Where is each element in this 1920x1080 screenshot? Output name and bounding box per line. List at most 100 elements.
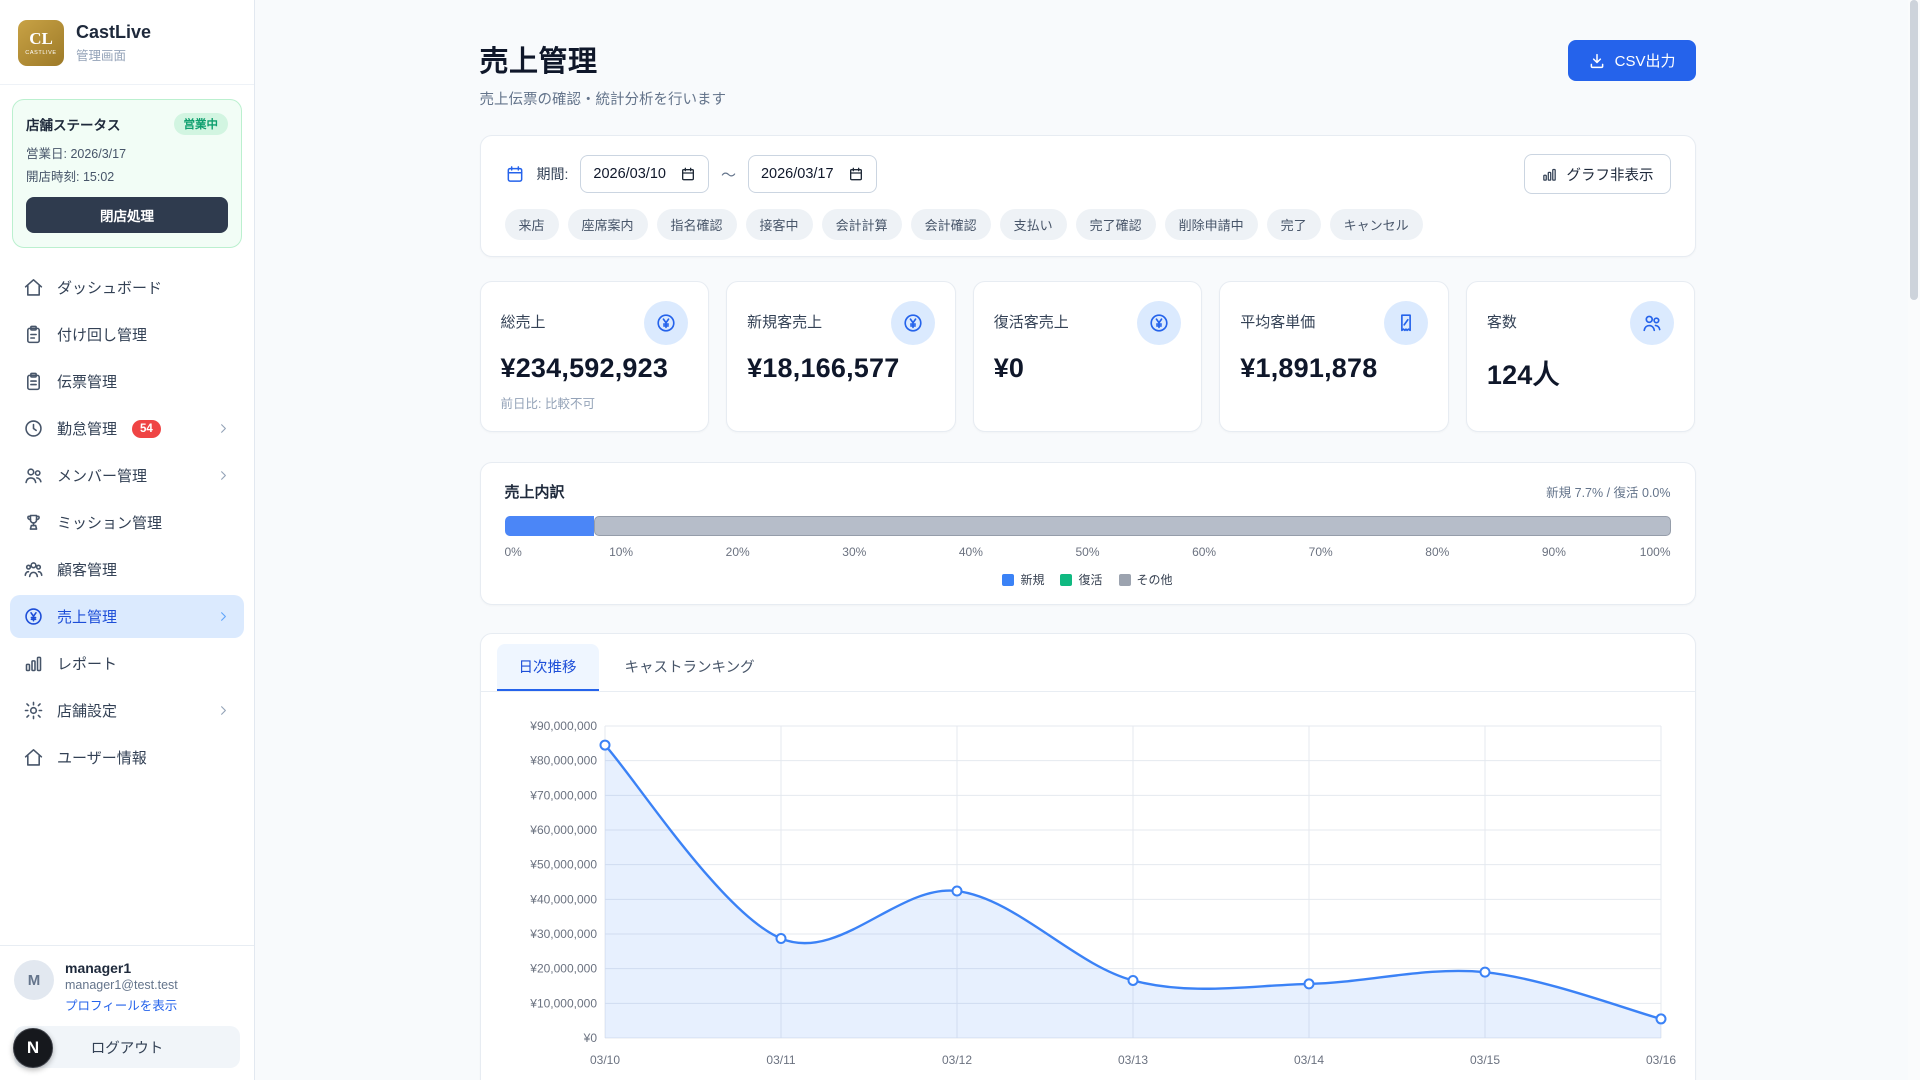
date-picker-icon[interactable] [848,166,864,182]
stat-icon-circle [1630,301,1675,345]
stat-value: ¥0 [993,353,1025,383]
bar-chart-icon [1542,168,1556,181]
breakdown-tick-label: 60% [1192,545,1217,559]
page-title: 売上管理 [479,46,598,78]
svg-text:¥80,000,000: ¥80,000,000 [529,754,597,768]
status-chip[interactable]: 完了 [1266,209,1321,240]
stat-card: 新規客売上 ¥18,166,577 [726,281,956,432]
legend-label: 復活 [1078,573,1103,587]
data-point[interactable] [951,885,962,897]
chevron-right-icon [221,612,226,621]
ticket-icon [1400,314,1411,332]
status-chip[interactable]: 指名確認 [656,209,737,240]
user-email: manager1@test.test [65,978,178,992]
csv-export-button[interactable]: CSV出力 [1567,40,1696,81]
status-chip[interactable]: 支払い [999,209,1067,240]
data-point[interactable] [599,739,610,751]
status-chip[interactable]: 削除申請中 [1164,209,1258,240]
page-scrollbar[interactable] [1908,0,1920,1080]
legend-label: その他 [1136,573,1173,587]
app-subtitle: 管理画面 [76,49,127,63]
download-icon [1590,53,1604,68]
tab-inactive[interactable]: キャストランキング [624,660,755,676]
svg-text:03/16: 03/16 [1645,1053,1675,1067]
logout-button[interactable]: ログアウト [14,1026,240,1068]
store-status-title: 店舗ステータス [26,118,121,133]
status-chip[interactable]: 完了確認 [1075,209,1156,240]
breakdown-tick-label: 40% [958,545,983,559]
status-chip-list: 来店 座席案内 指名確認 接客中 会計計算 会計確認 支払い 完了確認 削除申請中 完了 キャンセル [504,209,1671,240]
sidebar-item-yen[interactable]: 売上管理 [10,595,244,638]
sidebar-item-label: 伝票管理 [57,374,118,391]
logo-wordmark: CASTLIVE [25,50,57,56]
svg-text:¥10,000,000: ¥10,000,000 [529,996,597,1010]
sidebar-item-home[interactable]: ユーザー情報 [10,736,244,779]
clipboard-icon [27,325,40,344]
chevron-right-icon [221,706,226,715]
svg-text:03/13: 03/13 [1117,1053,1147,1067]
status-chip[interactable]: キャンセル [1329,209,1423,240]
svg-text:¥50,000,000: ¥50,000,000 [529,858,597,872]
data-point[interactable] [775,933,786,945]
data-point[interactable] [1655,1013,1666,1025]
date-from-input[interactable]: 2026/03/10 [580,155,709,193]
avatar: M [14,960,54,1000]
breakdown-tick-label: 70% [1308,545,1333,559]
tab-active[interactable]: 日次推移 [496,644,599,691]
sidebar-item-users-group[interactable]: 顧客管理 [10,548,244,591]
date-to-input[interactable]: 2026/03/17 [747,155,877,193]
sidebar-item-receipt[interactable]: 伝票管理 [10,360,244,403]
sidebar-item-label: 店舗設定 [57,703,118,720]
sidebar-item-gear[interactable]: 店舗設定 [10,689,244,732]
chevron-right-icon [221,471,226,480]
sidebar-item-home[interactable]: ダッシュボード [10,266,244,309]
status-chip[interactable]: 来店 [504,209,559,240]
svg-text:03/14: 03/14 [1293,1053,1323,1067]
stat-label: 総売上 [500,314,546,331]
data-point[interactable] [1479,966,1490,978]
status-chip[interactable]: 座席案内 [567,209,648,240]
breakdown-ticks: 0% 10% 20% 30% 40% 50% 60% 70% 80% 90% 100% [505,545,1671,561]
period-label: 期間: [536,166,569,182]
trophy-icon [27,514,40,530]
close-store-button[interactable]: 閉店処理 [26,197,228,233]
sidebar-nav: ダッシュボード 付け回し管理伝票管理勤怠管理 54 メンバー管理ミッション管理顧客管理… [0,254,254,945]
sidebar-item-trophy[interactable]: ミッション管理 [10,501,244,544]
sidebar-item-label: 売上管理 [57,609,118,626]
status-chip[interactable]: 接客中 [745,209,813,240]
sidebar-item-label: メンバー管理 [57,468,148,485]
data-point[interactable] [1303,978,1314,990]
graph-toggle-button[interactable]: グラフ非表示 [1523,154,1671,194]
breakdown-bar [504,516,1671,536]
data-point[interactable] [1127,974,1138,986]
stat-value: ¥1,891,878 [1240,353,1378,383]
graph-toggle-label: グラフ非表示 [1566,167,1654,184]
svg-text:¥30,000,000: ¥30,000,000 [529,927,597,941]
stat-icon-circle [644,301,689,345]
stat-value: 124人 [1486,360,1560,390]
sidebar-item-clipboard[interactable]: 付け回し管理 [10,313,244,356]
view-profile-link[interactable]: プロフィールを表示 [65,999,178,1013]
sidebar-item-label: レポート [57,656,118,673]
date-picker-icon[interactable] [680,166,696,182]
sidebar-item-label: 勤怠管理 [57,421,118,438]
svg-text:03/11: 03/11 [766,1053,795,1067]
legend-label: 新規 [1020,573,1045,587]
breakdown-tick-label: 100% [1639,545,1671,559]
stat-value: ¥18,166,577 [747,353,900,383]
sidebar-item-clock[interactable]: 勤怠管理 54 [10,407,244,450]
svg-text:03/10: 03/10 [589,1053,619,1067]
stat-subtext: 前日比: 比較不可 [500,397,595,411]
breakdown-tick-label: 20% [725,545,750,559]
date-range-separator: ～ [720,166,736,184]
sidebar-item-bar-chart[interactable]: レポート [10,642,244,685]
svg-text:¥90,000,000: ¥90,000,000 [529,719,597,733]
sidebar-item-label: 顧客管理 [57,562,118,579]
sidebar-item-label: ユーザー情報 [57,750,147,767]
scrollbar-thumb[interactable] [1910,0,1918,300]
dev-tools-badge[interactable]: N [13,1028,53,1068]
svg-text:¥20,000,000: ¥20,000,000 [529,962,597,976]
status-chip[interactable]: 会計確認 [910,209,991,240]
status-chip[interactable]: 会計計算 [821,209,902,240]
sidebar-item-users[interactable]: メンバー管理 [10,454,244,497]
